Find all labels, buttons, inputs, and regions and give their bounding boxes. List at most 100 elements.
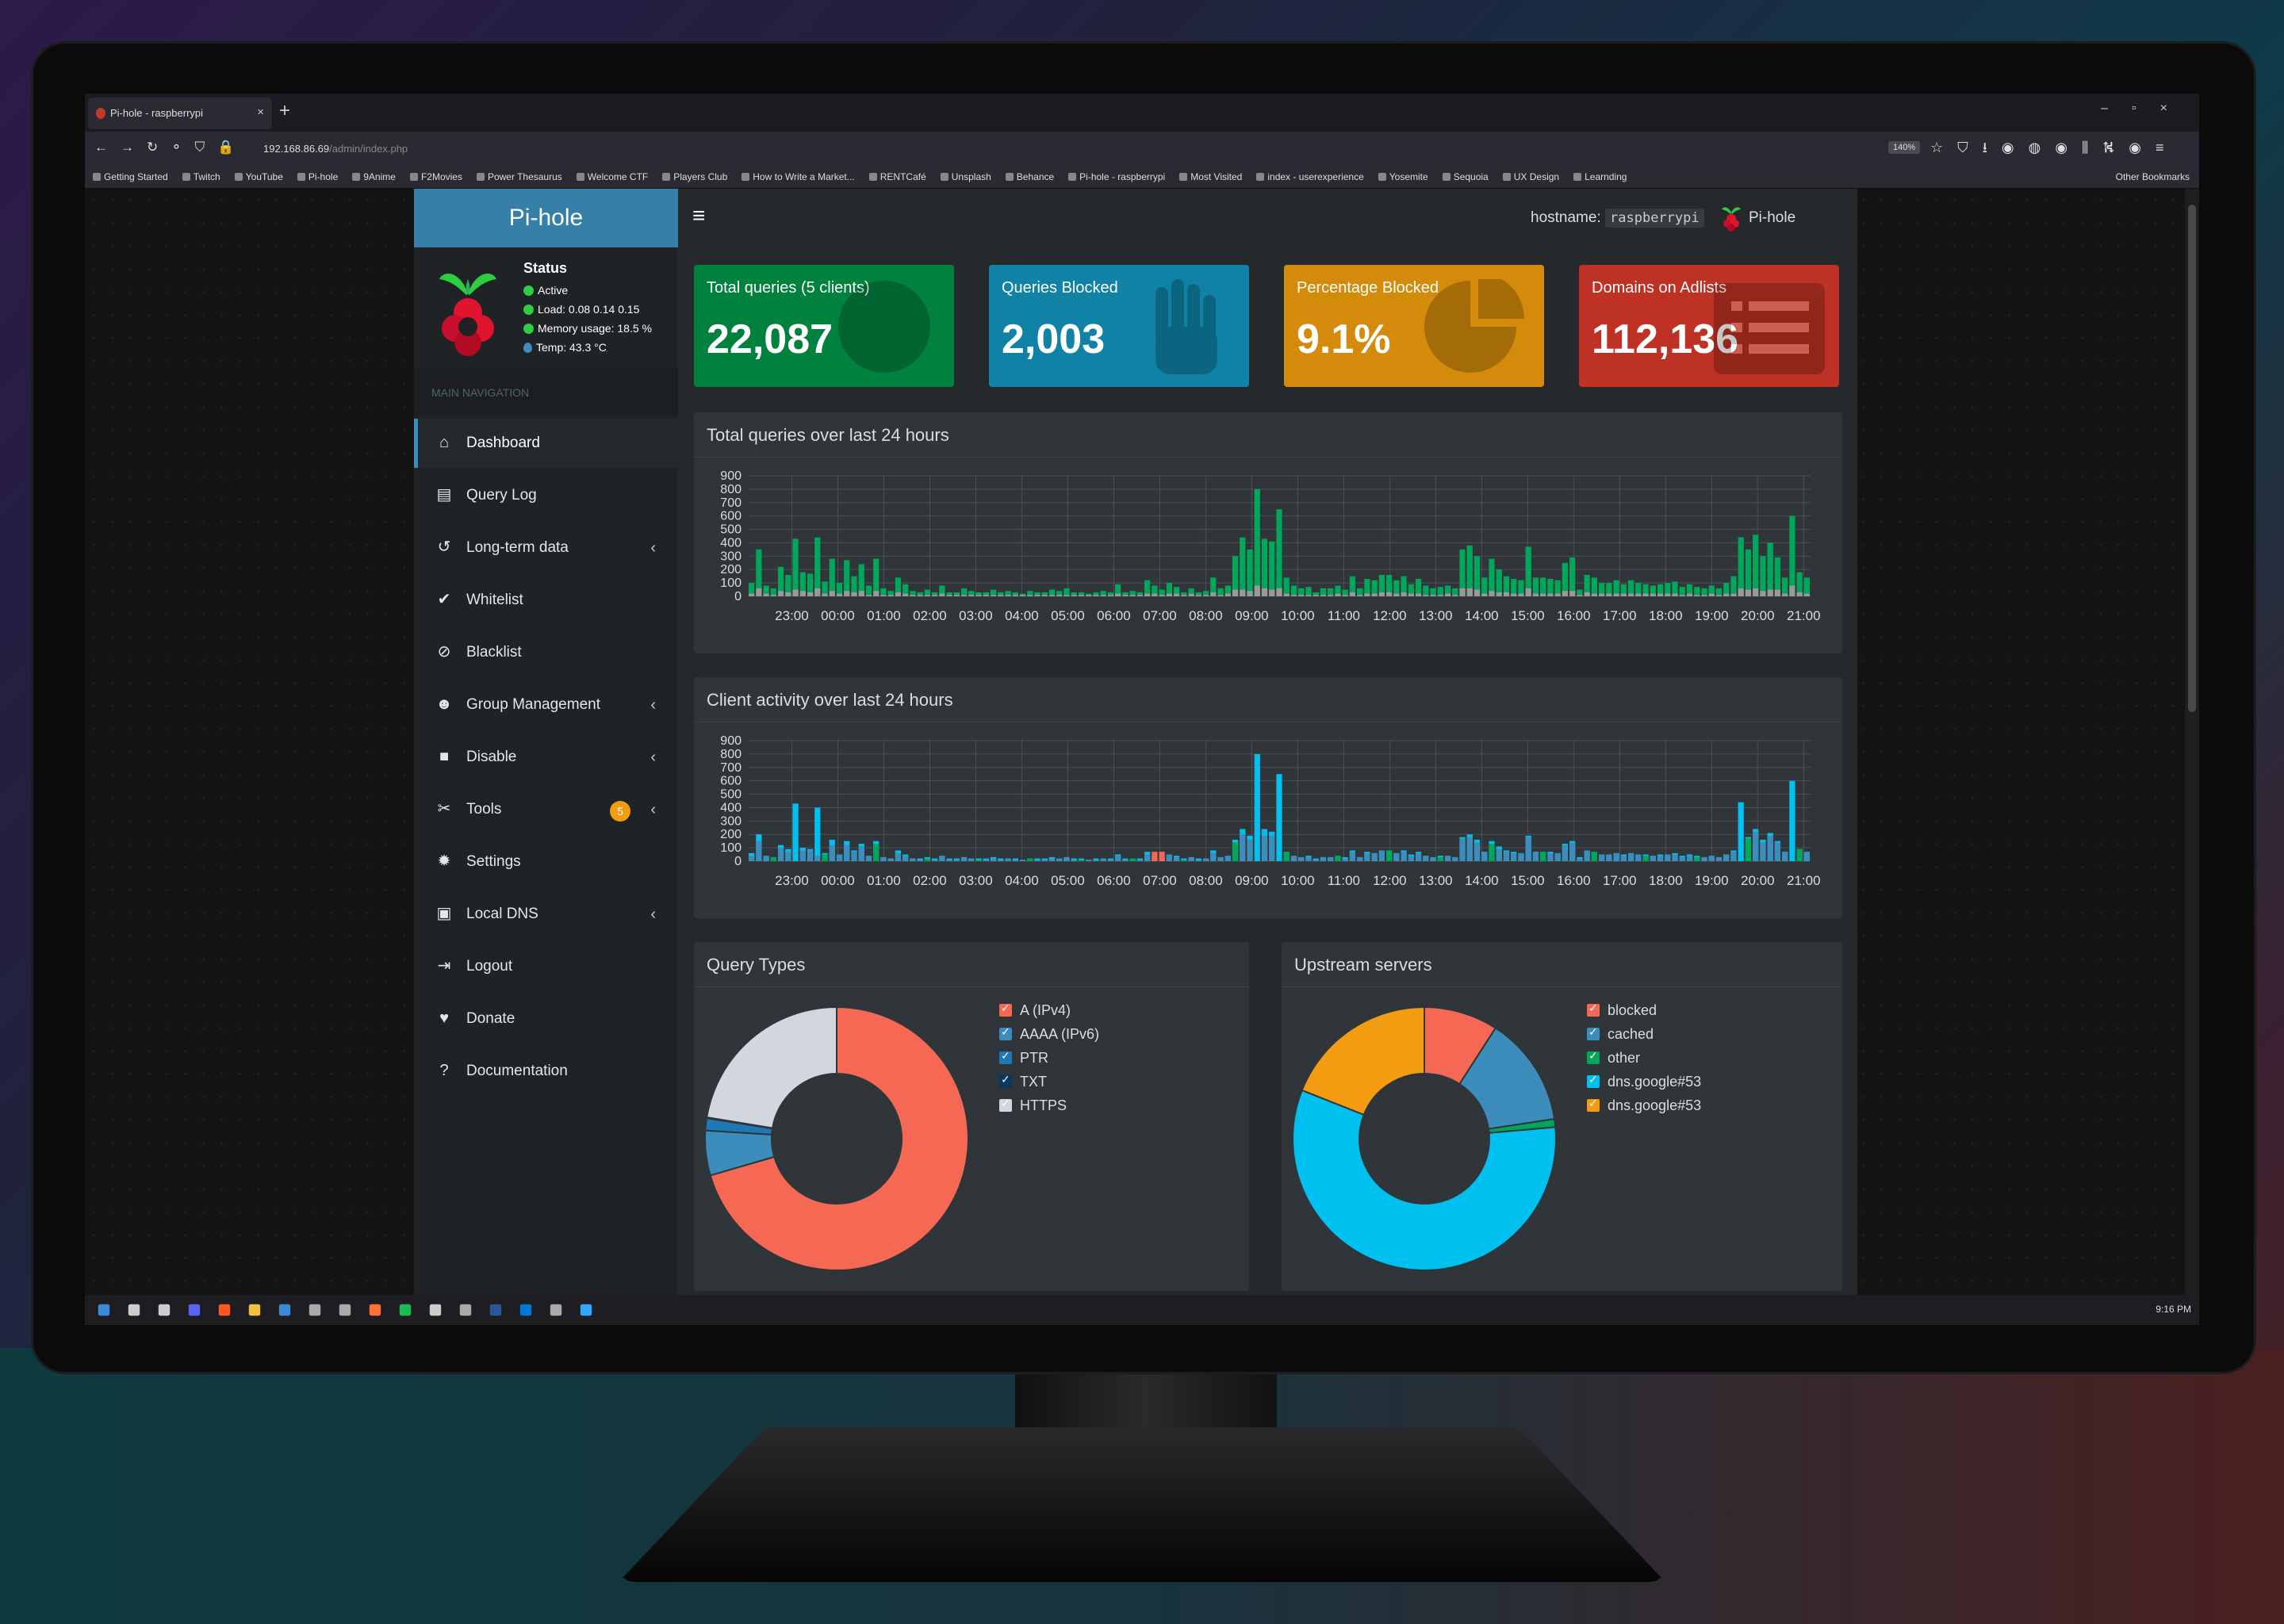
client-bar[interactable] [1342,858,1348,861]
allowed-bar[interactable] [1034,592,1040,596]
client-bar[interactable] [1071,858,1077,861]
client-bar[interactable] [1195,860,1201,861]
allowed-bar[interactable] [1803,577,1810,596]
allowed-bar[interactable] [924,589,931,596]
stat-box-list[interactable]: Domains on Adlists 112,136 [1579,265,1839,387]
client-bar[interactable] [1423,856,1429,861]
allowed-bar[interactable] [814,537,821,596]
allowed-bar[interactable] [763,585,769,596]
blocked-bar[interactable] [844,591,850,596]
blocked-bar[interactable] [1473,589,1481,596]
blocked-bar[interactable] [1715,595,1723,596]
client-bar[interactable] [887,858,894,861]
bookmark-item[interactable]: Sequoia [1442,171,1489,182]
blocked-bar[interactable] [1078,595,1085,596]
new-tab-icon[interactable]: + [279,100,291,121]
bookmark-item[interactable]: How to Write a Market... [742,171,855,182]
blocked-bar[interactable] [1100,595,1106,596]
sidebar-item-local-dns[interactable]: ▣ Local DNS ‹ [414,890,678,939]
allowed-bar[interactable] [1401,576,1407,596]
blocked-bar[interactable] [785,592,791,596]
allowed-bar[interactable] [770,588,776,596]
client-bar[interactable] [1686,856,1693,861]
allowed-bar[interactable] [1086,593,1092,596]
client-bar[interactable] [1584,850,1590,861]
brand-link[interactable]: Pi-hole [1749,209,1796,226]
client-bar[interactable] [1532,852,1539,861]
allowed-bar[interactable] [1657,584,1664,596]
client-bar[interactable] [998,860,1004,861]
sidebar-item-group-management[interactable]: ☻ Group Management ‹ [414,680,678,730]
client-bar[interactable] [792,803,799,861]
allowed-bar[interactable] [1540,577,1546,596]
allowed-bar[interactable] [1760,556,1766,596]
blocked-bar[interactable] [1745,589,1752,596]
allowed-bar[interactable] [1349,576,1356,596]
allowed-bar[interactable] [1423,585,1429,596]
blocked-bar[interactable] [777,591,784,596]
client-bar[interactable] [1349,852,1356,861]
client-bar[interactable] [1283,852,1290,861]
allowed-bar[interactable] [1027,591,1033,596]
client-bar[interactable] [749,856,755,861]
client-bar[interactable] [1136,858,1144,861]
sidebar-item-query-log[interactable]: ▤ Query Log [414,471,678,520]
allowed-bar[interactable] [1466,545,1473,596]
donut-slice[interactable] [1292,1089,1557,1271]
allowed-bar[interactable] [858,564,864,596]
blocked-bar[interactable] [1034,595,1040,596]
client-bar[interactable] [1796,848,1803,861]
allowed-bar[interactable] [799,572,806,596]
browser-toolbar-icons[interactable]: ☆⛉⭳◉◍◉⫼⛕◉≡ [1930,140,2179,155]
allowed-bar[interactable] [865,585,872,596]
blocked-bar[interactable] [1481,593,1488,596]
legend-checkbox-icon[interactable] [1587,1002,1600,1017]
client-bar[interactable] [1100,858,1106,861]
client-bar[interactable] [1694,856,1700,861]
legend-checkbox-icon[interactable] [999,1049,1012,1064]
blocked-bar[interactable] [953,595,960,596]
client-bar[interactable] [1005,858,1011,861]
client-bar[interactable] [799,850,806,861]
client-bar[interactable] [1444,856,1451,861]
blocked-bar[interactable] [1665,593,1671,596]
blocked-bar[interactable] [829,591,835,596]
client-bar[interactable] [1261,835,1268,861]
client-bar[interactable] [1276,774,1282,861]
allowed-bar[interactable] [1606,583,1612,596]
client-bar[interactable] [1357,856,1363,861]
taskbar-app-icon[interactable] [278,1304,291,1316]
blocked-bar[interactable] [851,592,857,596]
client-bar[interactable] [895,852,902,861]
blocked-bar[interactable] [858,591,864,596]
client-bar[interactable] [1378,850,1385,861]
allowed-bar[interactable] [917,592,923,596]
blocked-bar[interactable] [1430,595,1436,596]
taskbar-app-icon[interactable] [339,1304,351,1316]
blocked-bar[interactable] [1247,591,1253,596]
blocked-bar[interactable] [975,595,982,596]
client-bar[interactable] [946,858,952,861]
allowed-bar[interactable] [1613,580,1619,596]
allowed-bar[interactable] [1136,592,1144,596]
blocked-bar[interactable] [917,595,923,596]
blocked-bar[interactable] [1554,593,1561,596]
bookmark-item[interactable]: Most Visited [1179,171,1242,182]
client-bar[interactable] [1613,852,1619,861]
allowed-bar[interactable] [1357,588,1363,596]
allowed-bar[interactable] [1144,580,1151,596]
blocked-bar[interactable] [880,595,887,596]
taskbar-app-icon[interactable] [580,1304,592,1316]
blocked-bar[interactable] [902,593,909,596]
blocked-bar[interactable] [1188,593,1194,596]
blocked-bar[interactable] [1056,595,1063,596]
client-bar[interactable] [1174,856,1180,861]
allowed-bar[interactable] [1730,576,1737,596]
client-bar[interactable] [1290,856,1297,861]
client-bar[interactable] [763,856,769,861]
blocked-bar[interactable] [1195,595,1201,596]
client-bar[interactable] [1591,852,1597,861]
client-bar[interactable] [814,807,821,861]
allowed-bar[interactable] [1210,577,1217,596]
